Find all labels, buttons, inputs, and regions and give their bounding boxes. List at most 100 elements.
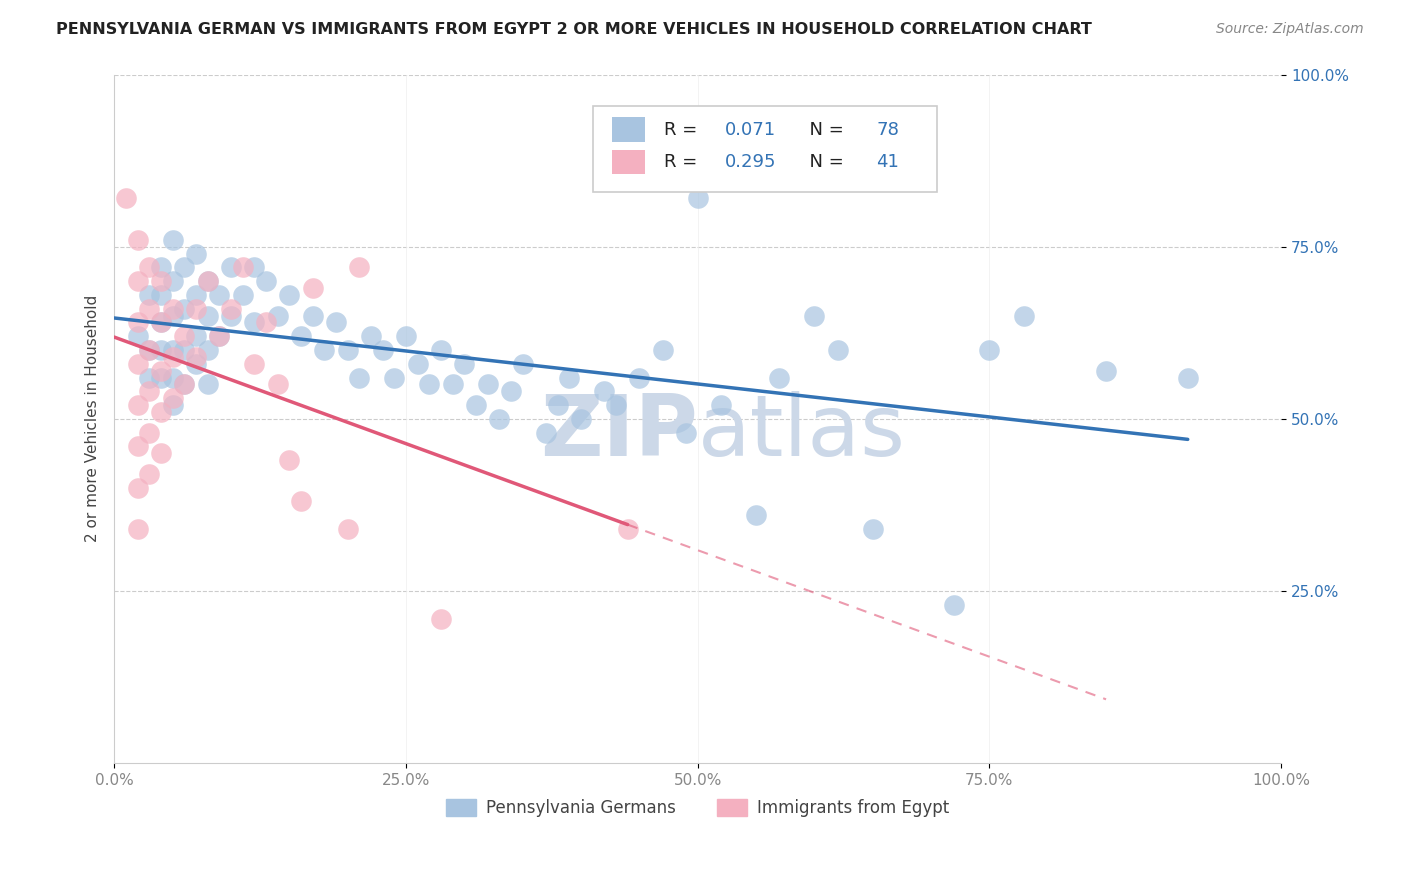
- Point: [138, 384, 160, 399]
- Point: [149, 315, 172, 329]
- Point: [127, 481, 149, 495]
- Legend: Pennsylvania Germans, Immigrants from Egypt: Pennsylvania Germans, Immigrants from Eg…: [439, 792, 956, 823]
- Point: [1177, 370, 1199, 384]
- Point: [162, 343, 184, 357]
- Point: [371, 343, 394, 357]
- Point: [534, 425, 557, 440]
- Point: [115, 191, 138, 205]
- Point: [162, 398, 184, 412]
- FancyBboxPatch shape: [592, 105, 936, 192]
- Point: [862, 522, 884, 536]
- Point: [138, 288, 160, 302]
- Point: [149, 315, 172, 329]
- Point: [184, 350, 207, 364]
- Point: [593, 384, 616, 399]
- Point: [162, 301, 184, 316]
- Point: [314, 343, 336, 357]
- Point: [173, 343, 195, 357]
- Text: 41: 41: [876, 153, 898, 171]
- Point: [745, 508, 768, 523]
- Point: [254, 274, 277, 288]
- Bar: [613, 117, 645, 142]
- Text: N =: N =: [799, 120, 849, 138]
- Point: [512, 357, 534, 371]
- Point: [127, 439, 149, 453]
- Point: [149, 288, 172, 302]
- Point: [138, 425, 160, 440]
- Point: [219, 309, 242, 323]
- Text: ZIP: ZIP: [540, 391, 697, 474]
- Point: [149, 260, 172, 275]
- Point: [430, 343, 453, 357]
- Point: [395, 329, 418, 343]
- Point: [290, 329, 312, 343]
- Point: [336, 522, 359, 536]
- Point: [127, 274, 149, 288]
- Point: [1014, 309, 1036, 323]
- Point: [278, 288, 301, 302]
- Point: [278, 453, 301, 467]
- Point: [605, 398, 627, 412]
- Point: [232, 288, 254, 302]
- Point: [138, 343, 160, 357]
- Point: [127, 315, 149, 329]
- Point: [197, 309, 219, 323]
- Point: [243, 357, 266, 371]
- Point: [406, 357, 429, 371]
- Point: [349, 370, 371, 384]
- Point: [127, 329, 149, 343]
- Point: [138, 467, 160, 481]
- Point: [138, 301, 160, 316]
- Point: [1095, 363, 1118, 377]
- Point: [219, 301, 242, 316]
- Text: 78: 78: [876, 120, 898, 138]
- Point: [349, 260, 371, 275]
- Point: [453, 357, 475, 371]
- Point: [499, 384, 522, 399]
- Point: [325, 315, 347, 329]
- Point: [979, 343, 1001, 357]
- Point: [127, 357, 149, 371]
- Point: [184, 357, 207, 371]
- Point: [616, 522, 638, 536]
- Point: [149, 370, 172, 384]
- Point: [628, 370, 651, 384]
- Point: [441, 377, 464, 392]
- Point: [266, 377, 288, 392]
- Point: [173, 377, 195, 392]
- Point: [184, 329, 207, 343]
- Point: [477, 377, 499, 392]
- Point: [173, 301, 195, 316]
- Point: [184, 301, 207, 316]
- Point: [208, 288, 231, 302]
- Point: [219, 260, 242, 275]
- Point: [149, 405, 172, 419]
- Point: [675, 425, 697, 440]
- Point: [197, 274, 219, 288]
- Point: [162, 274, 184, 288]
- Point: [208, 329, 231, 343]
- Point: [197, 274, 219, 288]
- Point: [827, 343, 849, 357]
- Point: [803, 309, 825, 323]
- Bar: [613, 150, 645, 174]
- Point: [232, 260, 254, 275]
- Text: 0.071: 0.071: [724, 120, 776, 138]
- Point: [336, 343, 359, 357]
- Text: 0.295: 0.295: [724, 153, 776, 171]
- Point: [162, 391, 184, 405]
- Point: [464, 398, 486, 412]
- Point: [360, 329, 382, 343]
- Point: [138, 343, 160, 357]
- Point: [243, 260, 266, 275]
- Text: Source: ZipAtlas.com: Source: ZipAtlas.com: [1216, 22, 1364, 37]
- Text: N =: N =: [799, 153, 849, 171]
- Point: [127, 233, 149, 247]
- Point: [290, 494, 312, 508]
- Point: [184, 288, 207, 302]
- Point: [686, 191, 709, 205]
- Point: [301, 309, 323, 323]
- Point: [547, 398, 569, 412]
- Point: [488, 412, 510, 426]
- Point: [173, 260, 195, 275]
